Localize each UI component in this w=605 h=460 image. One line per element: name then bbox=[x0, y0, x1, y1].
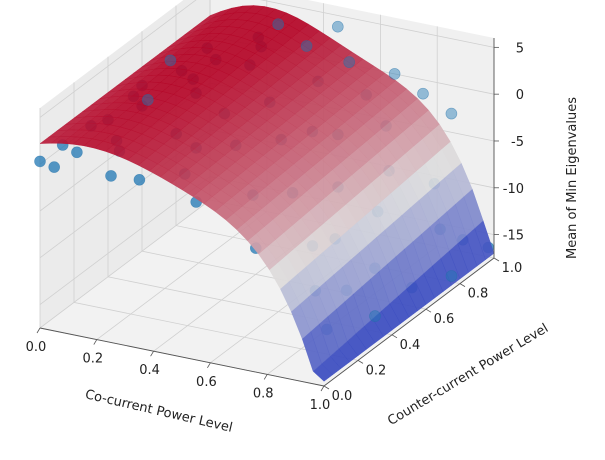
x-tick-mark bbox=[36, 327, 41, 334]
x-tick-label: 0.6 bbox=[196, 375, 217, 390]
scatter-point bbox=[71, 146, 83, 159]
x-tick-mark bbox=[150, 350, 154, 357]
x-tick-label: 1.0 bbox=[310, 398, 331, 413]
scatter-point bbox=[343, 56, 356, 68]
scatter-point bbox=[445, 270, 458, 282]
z-gridline bbox=[39, 0, 495, 118]
y-tick-mark bbox=[323, 385, 330, 390]
axis-lines bbox=[39, 38, 495, 387]
scatter-point bbox=[445, 107, 458, 120]
x-tick-mark bbox=[93, 339, 98, 345]
surface-patch bbox=[39, 136, 61, 144]
x-tick-mark bbox=[320, 385, 325, 392]
scatter-points-front bbox=[142, 18, 458, 322]
y-tick-mark bbox=[493, 257, 500, 262]
scatter-point bbox=[331, 20, 344, 33]
z-axis-label: Mean of Min Eigenvalues bbox=[565, 97, 580, 259]
scatter-point bbox=[34, 155, 46, 168]
scatter-point bbox=[142, 94, 154, 106]
y-tick-mark bbox=[425, 308, 432, 313]
scatter-point bbox=[48, 161, 61, 173]
y-tick-mark bbox=[459, 283, 466, 287]
y-tick-label: 0.6 bbox=[434, 312, 455, 327]
y-tick-mark bbox=[357, 360, 364, 364]
x-tick-mark bbox=[207, 362, 211, 369]
scatter-point bbox=[300, 40, 313, 52]
surface-mesh bbox=[39, 5, 495, 382]
x-axis-line bbox=[39, 327, 325, 387]
y-tick-label: 0.0 bbox=[332, 389, 353, 404]
x-tick-label: 0.8 bbox=[253, 386, 274, 401]
axis-ticks: 0.00.20.40.60.81.00.00.20.40.60.81.050-5… bbox=[26, 41, 524, 413]
z-tick-label: 0 bbox=[516, 88, 524, 103]
scatter-point bbox=[388, 68, 401, 80]
scatter-point bbox=[369, 310, 381, 322]
y-tick-label: 1.0 bbox=[502, 261, 523, 276]
z-tick-label: -15 bbox=[503, 229, 524, 244]
scatter-point bbox=[105, 170, 117, 182]
scatter-point bbox=[417, 87, 429, 100]
z-tick-label: 5 bbox=[516, 41, 524, 56]
x-tick-label: 0.4 bbox=[139, 363, 160, 378]
scatter-point bbox=[133, 174, 146, 186]
scatter-point bbox=[164, 54, 177, 67]
y-tick-label: 0.4 bbox=[400, 338, 421, 353]
x-tick-mark bbox=[263, 374, 268, 380]
x-tick-label: 0.0 bbox=[26, 340, 47, 355]
z-tick-label: -5 bbox=[511, 135, 524, 150]
y-tick-label: 0.8 bbox=[468, 287, 489, 302]
x-tick-label: 0.2 bbox=[82, 352, 103, 367]
y-tick-mark bbox=[391, 334, 398, 339]
z-tick-label: -10 bbox=[503, 182, 524, 197]
y-tick-label: 0.2 bbox=[366, 363, 387, 378]
x-axis-label: Co-current Power Level bbox=[84, 387, 234, 436]
scatter-point bbox=[272, 18, 285, 31]
y-axis-line bbox=[323, 257, 495, 387]
